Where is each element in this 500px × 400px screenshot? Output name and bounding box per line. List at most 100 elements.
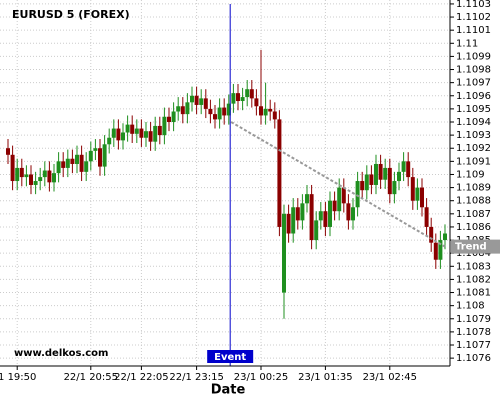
x-tick-label: 23/1 00:25 xyxy=(234,372,288,383)
y-tick-label: 1.1089 xyxy=(456,183,491,194)
candle-body xyxy=(176,106,181,112)
y-tick-label: 1.1083 xyxy=(456,261,491,272)
x-tick-label: 22/1 22:05 xyxy=(114,372,168,383)
candle-body xyxy=(10,154,15,182)
candle-body xyxy=(153,125,158,142)
candle-body xyxy=(42,170,47,178)
y-tick-label: 1.1102 xyxy=(456,12,491,23)
candle-body xyxy=(194,95,199,105)
y-tick-label: 1.1097 xyxy=(456,78,491,89)
candle-body xyxy=(240,97,245,102)
candle-body xyxy=(337,187,342,212)
candle-body xyxy=(369,174,374,185)
candle-body xyxy=(328,200,332,227)
y-tick-label: 1.1091 xyxy=(456,156,491,167)
candle-body xyxy=(286,213,291,234)
candle-body xyxy=(134,128,139,134)
x-axis-label: Date xyxy=(211,383,246,398)
candle-body xyxy=(162,116,167,136)
candle-body xyxy=(305,194,309,204)
candle-body xyxy=(52,173,56,183)
candle-body xyxy=(33,181,38,185)
candle-body xyxy=(291,207,296,234)
candle-body xyxy=(70,158,75,164)
candle-body xyxy=(56,161,61,174)
x-tick-label: 1 19:50 xyxy=(0,372,36,383)
candle-body xyxy=(249,89,254,99)
candle-body xyxy=(332,200,337,212)
y-tick-label: 1.11 xyxy=(456,38,478,49)
candle-body xyxy=(355,181,360,208)
candle-body xyxy=(125,124,130,133)
candle-body xyxy=(98,148,102,167)
y-tick-label: 1.1088 xyxy=(456,196,491,207)
candle-body xyxy=(378,163,383,180)
y-tick-label: 1.1087 xyxy=(456,209,491,220)
candle-body xyxy=(199,98,204,105)
candle-body xyxy=(190,95,194,103)
y-tick-label: 1.1092 xyxy=(456,143,491,154)
candle-body xyxy=(88,150,93,162)
candle-body xyxy=(341,187,346,204)
event-label-box xyxy=(207,350,254,363)
y-tick-label: 1.1099 xyxy=(456,51,491,62)
candle-body xyxy=(415,187,420,201)
x-tick-label: 23/1 01:35 xyxy=(298,372,352,383)
candle-body xyxy=(268,108,273,112)
watermark: www.delkos.com xyxy=(14,348,108,359)
candle-body xyxy=(79,154,84,172)
candle-body xyxy=(433,242,438,260)
y-tick-label: 1.1079 xyxy=(456,314,491,325)
y-tick-label: 1.1076 xyxy=(456,353,491,364)
candle-body xyxy=(139,128,144,138)
candle-body xyxy=(144,131,148,138)
candle-body xyxy=(213,114,217,120)
candle-body xyxy=(171,111,176,122)
candle-body xyxy=(236,93,240,102)
candle-body xyxy=(387,167,392,195)
event-label: Event xyxy=(214,352,246,363)
y-tick-label: 1.1093 xyxy=(456,130,491,141)
y-tick-label: 1.1077 xyxy=(456,340,491,351)
x-tick-label: 23/1 02:45 xyxy=(363,372,417,383)
candle-body xyxy=(185,102,190,115)
candle-body xyxy=(397,171,401,182)
y-tick-label: 1.1084 xyxy=(456,248,491,259)
trend-line xyxy=(230,121,446,248)
candle-body xyxy=(107,137,112,145)
candle-body xyxy=(300,203,305,221)
candle-body xyxy=(47,170,52,183)
candle-body xyxy=(84,161,89,172)
y-tick-label: 1.109 xyxy=(456,169,485,180)
candle-body xyxy=(121,132,125,141)
candle-body xyxy=(231,93,236,104)
candle-body xyxy=(222,107,227,116)
y-tick-label: 1.1078 xyxy=(456,327,491,338)
candle-body xyxy=(443,233,447,241)
y-tick-label: 1.1086 xyxy=(456,222,491,233)
candle-body xyxy=(263,108,268,116)
y-tick-label: 1.1101 xyxy=(456,25,491,36)
candle-body xyxy=(148,131,153,142)
candle-body xyxy=(19,167,24,178)
candle-body xyxy=(401,161,406,172)
candle-body xyxy=(245,89,250,98)
candle-body xyxy=(392,181,397,195)
candle-body xyxy=(93,148,98,151)
y-tick-label: 1.1096 xyxy=(456,91,491,102)
candle-body xyxy=(116,128,121,141)
x-tick-label: 22/1 23:15 xyxy=(169,372,223,383)
candle-body xyxy=(102,144,107,167)
candle-body xyxy=(208,108,213,115)
candle-body xyxy=(323,211,328,227)
candle-body xyxy=(364,174,369,191)
candle-body xyxy=(424,207,429,227)
candle-body xyxy=(254,98,259,107)
y-tick-label: 1.1094 xyxy=(456,117,491,128)
candle-body xyxy=(429,226,434,243)
candle-body xyxy=(61,161,66,168)
candle-body xyxy=(272,111,277,120)
candle-body xyxy=(259,106,263,116)
candle-body xyxy=(282,213,286,293)
